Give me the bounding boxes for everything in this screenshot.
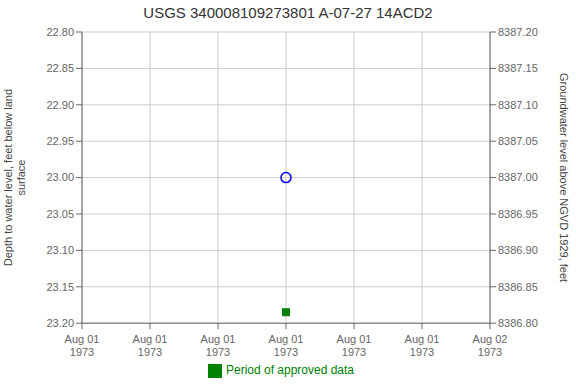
html-text:Period of approved data: Period of approved data [226,363,354,378]
svg-text:23.20: 23.20 [46,317,74,329]
svg-text:8387.15: 8387.15 [498,62,538,74]
svg-text:23.10: 23.10 [46,244,74,256]
svg-text:Groundwater level above NGVD 1: Groundwater level above NGVD 1929, feet [558,73,568,282]
svg-text:Aug 011973: Aug 011973 [405,333,440,358]
svg-text:8387.20: 8387.20 [498,26,538,38]
svg-text:22.95: 22.95 [46,135,74,147]
svg-text:22.85: 22.85 [46,62,74,74]
svg-text:23.05: 23.05 [46,208,74,220]
svg-text:Aug 011973: Aug 011973 [269,333,304,358]
svg-text:23.15: 23.15 [46,281,74,293]
svg-text:8386.80: 8386.80 [498,317,538,329]
svg-text:Depth to water level, feet bel: Depth to water level, feet below landsur… [8,89,27,266]
svg-text:Aug 011973: Aug 011973 [65,333,100,358]
svg-text:22.80: 22.80 [46,26,74,38]
svg-text:8386.85: 8386.85 [498,281,538,293]
svg-text:Aug 011973: Aug 011973 [201,333,236,358]
svg-text:23.00: 23.00 [46,171,74,183]
svg-text:8386.90: 8386.90 [498,244,538,256]
svg-text:Aug 021973: Aug 021973 [473,333,508,358]
svg-text:8386.95: 8386.95 [498,208,538,220]
html-text:USGS 340008109273801 A-07-27 1: USGS 340008109273801 A-07-27 14ACD2 [143,4,433,21]
svg-text:Aug 011973: Aug 011973 [133,333,168,358]
svg-text:Aug 011973: Aug 011973 [337,333,372,358]
svg-text:8387.05: 8387.05 [498,135,538,147]
svg-text:8387.10: 8387.10 [498,99,538,111]
svg-text:22.90: 22.90 [46,99,74,111]
svg-text:8387.00: 8387.00 [498,171,538,183]
